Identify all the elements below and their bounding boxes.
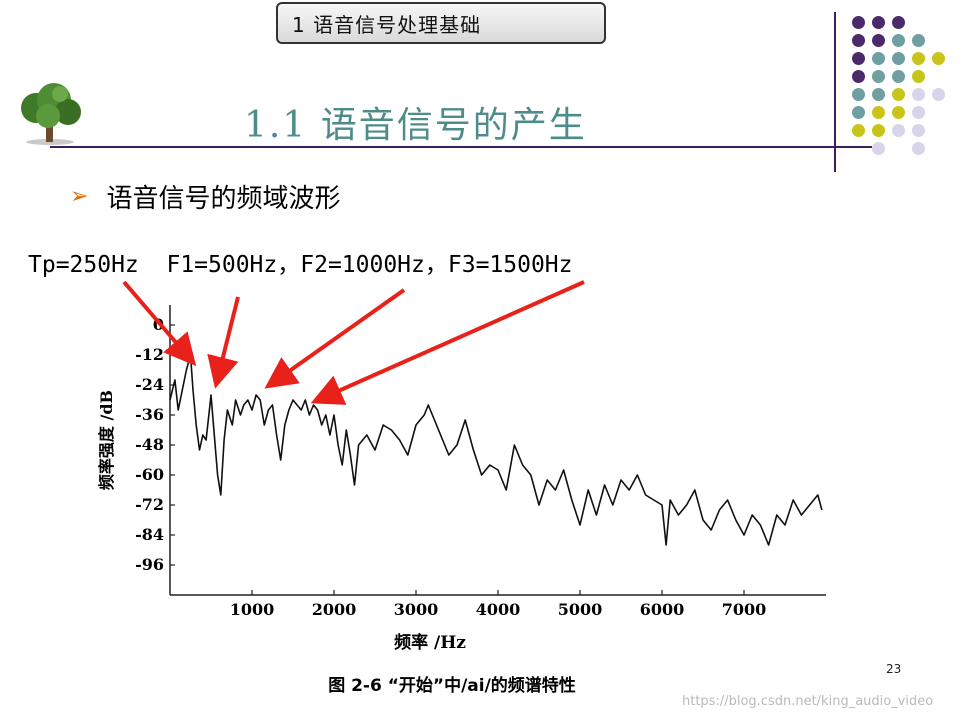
arrow-f3 bbox=[310, 280, 585, 405]
arrow-f1 bbox=[207, 296, 240, 389]
y-tick-label: -60 bbox=[135, 465, 164, 484]
watermark: https://blog.csdn.net/king_audio_video bbox=[682, 694, 934, 709]
y-tick-label: -24 bbox=[135, 375, 164, 394]
chart-series bbox=[169, 354, 823, 546]
x-tick-label: 2000 bbox=[312, 600, 357, 619]
y-tick-label: -36 bbox=[135, 405, 164, 424]
bullet-text: 语音信号的频域波形 bbox=[106, 184, 341, 214]
bullet-item: ➢ 语音信号的频域波形 bbox=[70, 178, 340, 215]
chart-ticks: 0-12-24-36-48-60-72-84-96100020003000400… bbox=[135, 315, 766, 619]
bullet-arrow-icon: ➢ bbox=[70, 184, 89, 209]
formant-annotation: Tp=250Hz F1=500Hz，F2=1000Hz，F3=1500Hz bbox=[28, 252, 573, 278]
y-axis-label: 频率强度 /dB bbox=[97, 390, 116, 490]
x-tick-label: 3000 bbox=[394, 600, 439, 619]
arrow-tp bbox=[122, 280, 197, 367]
chart-caption: 图 2-6 “开始”中/ai/的频谱特性 bbox=[328, 675, 576, 696]
x-tick-label: 6000 bbox=[640, 600, 685, 619]
formant-arrows bbox=[122, 280, 585, 405]
spectrum-line bbox=[169, 354, 823, 546]
section-title: 1 语音信号处理基础 bbox=[292, 12, 482, 37]
y-tick-label: -12 bbox=[135, 345, 164, 364]
section-banner: 1 语音信号处理基础 bbox=[276, 2, 606, 44]
x-tick-label: 5000 bbox=[558, 600, 603, 619]
slide-title: 1.1 语音信号的产生 bbox=[244, 105, 587, 146]
header-rule bbox=[50, 146, 872, 148]
y-tick-label: -96 bbox=[135, 555, 164, 574]
y-tick-label: -72 bbox=[135, 495, 164, 514]
header-vertical-rule bbox=[834, 12, 836, 172]
x-tick-label: 7000 bbox=[722, 600, 767, 619]
y-tick-label: -84 bbox=[135, 525, 164, 544]
y-tick-label: -48 bbox=[135, 435, 164, 454]
tree-icon bbox=[21, 83, 81, 145]
x-tick-label: 4000 bbox=[476, 600, 521, 619]
chart-axes bbox=[169, 305, 826, 596]
x-tick-label: 1000 bbox=[230, 600, 275, 619]
decorative-dot-grid bbox=[848, 12, 948, 162]
arrow-f2 bbox=[264, 288, 406, 389]
page-number: 23 bbox=[886, 662, 902, 676]
x-axis-label: 频率 /Hz bbox=[394, 632, 466, 653]
